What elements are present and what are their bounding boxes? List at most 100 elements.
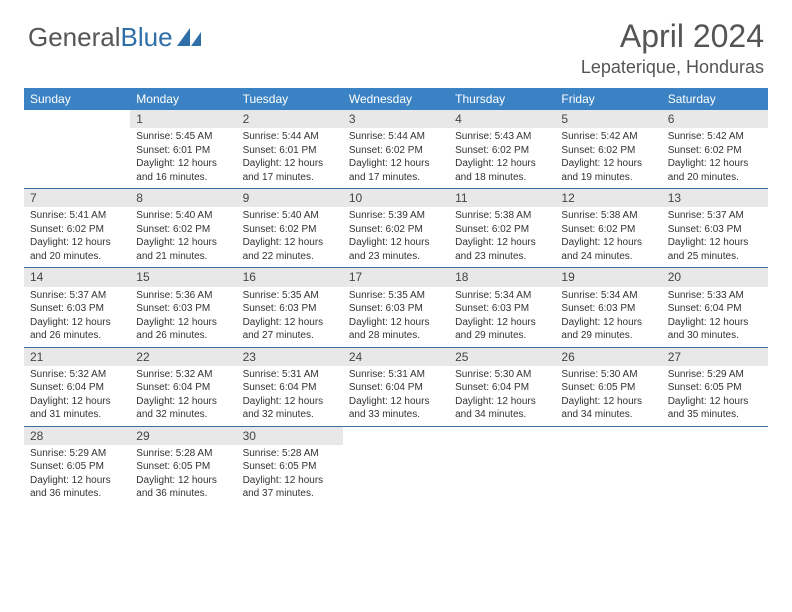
sunrise-line: Sunrise: 5:35 AM [243,289,337,303]
sunset-line: Sunset: 6:04 PM [243,381,337,395]
sunset-line: Sunset: 6:02 PM [668,144,762,158]
calendar-day: 28Sunrise: 5:29 AMSunset: 6:05 PMDayligh… [24,427,130,505]
calendar-day: 29Sunrise: 5:28 AMSunset: 6:05 PMDayligh… [130,427,236,505]
sunrise-line: Sunrise: 5:29 AM [30,447,124,461]
sunset-line: Sunset: 6:03 PM [30,302,124,316]
sunrise-line: Sunrise: 5:42 AM [561,130,655,144]
logo: GeneralBlue [28,18,203,53]
sunset-line: Sunset: 6:05 PM [561,381,655,395]
calendar-day: 25Sunrise: 5:30 AMSunset: 6:04 PMDayligh… [449,348,555,426]
day-details: Sunrise: 5:44 AMSunset: 6:01 PMDaylight:… [237,128,343,188]
sunrise-line: Sunrise: 5:30 AM [561,368,655,382]
calendar-week: 14Sunrise: 5:37 AMSunset: 6:03 PMDayligh… [24,268,768,347]
calendar-day: 16Sunrise: 5:35 AMSunset: 6:03 PMDayligh… [237,268,343,346]
sunrise-line: Sunrise: 5:35 AM [349,289,443,303]
sunset-line: Sunset: 6:02 PM [561,223,655,237]
sunset-line: Sunset: 6:02 PM [455,223,549,237]
daylight-line: Daylight: 12 hours and 35 minutes. [668,395,762,422]
sunset-line: Sunset: 6:02 PM [243,223,337,237]
daylight-line: Daylight: 12 hours and 18 minutes. [455,157,549,184]
daylight-line: Daylight: 12 hours and 28 minutes. [349,316,443,343]
sunrise-line: Sunrise: 5:44 AM [349,130,443,144]
daylight-line: Daylight: 12 hours and 23 minutes. [455,236,549,263]
sunset-line: Sunset: 6:04 PM [136,381,230,395]
calendar-day: 10Sunrise: 5:39 AMSunset: 6:02 PMDayligh… [343,189,449,267]
day-details: Sunrise: 5:39 AMSunset: 6:02 PMDaylight:… [343,207,449,267]
day-number: 22 [130,348,236,366]
calendar-day: 1Sunrise: 5:45 AMSunset: 6:01 PMDaylight… [130,110,236,188]
daylight-line: Daylight: 12 hours and 24 minutes. [561,236,655,263]
daylight-line: Daylight: 12 hours and 20 minutes. [30,236,124,263]
calendar-day: 11Sunrise: 5:38 AMSunset: 6:02 PMDayligh… [449,189,555,267]
calendar-day: 30Sunrise: 5:28 AMSunset: 6:05 PMDayligh… [237,427,343,505]
sunset-line: Sunset: 6:04 PM [455,381,549,395]
day-details: Sunrise: 5:42 AMSunset: 6:02 PMDaylight:… [555,128,661,188]
day-details: Sunrise: 5:32 AMSunset: 6:04 PMDaylight:… [24,366,130,426]
daylight-line: Daylight: 12 hours and 34 minutes. [561,395,655,422]
day-details: Sunrise: 5:38 AMSunset: 6:02 PMDaylight:… [449,207,555,267]
daylight-line: Daylight: 12 hours and 26 minutes. [136,316,230,343]
sunset-line: Sunset: 6:02 PM [561,144,655,158]
daylight-line: Daylight: 12 hours and 32 minutes. [243,395,337,422]
sunrise-line: Sunrise: 5:41 AM [30,209,124,223]
sunrise-line: Sunrise: 5:30 AM [455,368,549,382]
day-number: 13 [662,189,768,207]
day-number: 3 [343,110,449,128]
day-details: Sunrise: 5:29 AMSunset: 6:05 PMDaylight:… [24,445,130,505]
sunset-line: Sunset: 6:03 PM [136,302,230,316]
sunrise-line: Sunrise: 5:37 AM [30,289,124,303]
calendar: SundayMondayTuesdayWednesdayThursdayFrid… [24,88,768,505]
day-number: 29 [130,427,236,445]
day-of-week-row: SundayMondayTuesdayWednesdayThursdayFrid… [24,88,768,110]
day-details: Sunrise: 5:28 AMSunset: 6:05 PMDaylight:… [237,445,343,505]
day-details: Sunrise: 5:30 AMSunset: 6:05 PMDaylight:… [555,366,661,426]
calendar-day: 23Sunrise: 5:31 AMSunset: 6:04 PMDayligh… [237,348,343,426]
weeks-container: 1Sunrise: 5:45 AMSunset: 6:01 PMDaylight… [24,110,768,505]
day-details: Sunrise: 5:32 AMSunset: 6:04 PMDaylight:… [130,366,236,426]
calendar-day: 27Sunrise: 5:29 AMSunset: 6:05 PMDayligh… [662,348,768,426]
sunset-line: Sunset: 6:02 PM [136,223,230,237]
daylight-line: Daylight: 12 hours and 29 minutes. [455,316,549,343]
calendar-day: 19Sunrise: 5:34 AMSunset: 6:03 PMDayligh… [555,268,661,346]
sunset-line: Sunset: 6:05 PM [136,460,230,474]
sunrise-line: Sunrise: 5:38 AM [561,209,655,223]
day-number: 21 [24,348,130,366]
sunrise-line: Sunrise: 5:29 AM [668,368,762,382]
day-number: 5 [555,110,661,128]
daylight-line: Daylight: 12 hours and 19 minutes. [561,157,655,184]
day-details: Sunrise: 5:31 AMSunset: 6:04 PMDaylight:… [343,366,449,426]
day-of-week-header: Sunday [24,88,130,110]
day-number: 4 [449,110,555,128]
calendar-empty [662,427,768,505]
day-details: Sunrise: 5:45 AMSunset: 6:01 PMDaylight:… [130,128,236,188]
daylight-line: Daylight: 12 hours and 16 minutes. [136,157,230,184]
month-title: April 2024 [581,18,764,55]
day-details: Sunrise: 5:34 AMSunset: 6:03 PMDaylight:… [555,287,661,347]
calendar-day: 18Sunrise: 5:34 AMSunset: 6:03 PMDayligh… [449,268,555,346]
calendar-day: 12Sunrise: 5:38 AMSunset: 6:02 PMDayligh… [555,189,661,267]
calendar-empty [449,427,555,505]
calendar-day: 2Sunrise: 5:44 AMSunset: 6:01 PMDaylight… [237,110,343,188]
sunset-line: Sunset: 6:03 PM [668,223,762,237]
daylight-line: Daylight: 12 hours and 36 minutes. [30,474,124,501]
sunrise-line: Sunrise: 5:40 AM [243,209,337,223]
sunset-line: Sunset: 6:02 PM [455,144,549,158]
day-number: 17 [343,268,449,286]
logo-sail-icon [177,28,203,48]
sunrise-line: Sunrise: 5:28 AM [243,447,337,461]
sunset-line: Sunset: 6:05 PM [243,460,337,474]
day-number: 30 [237,427,343,445]
daylight-line: Daylight: 12 hours and 32 minutes. [136,395,230,422]
day-number: 25 [449,348,555,366]
day-of-week-header: Tuesday [237,88,343,110]
calendar-day: 8Sunrise: 5:40 AMSunset: 6:02 PMDaylight… [130,189,236,267]
sunset-line: Sunset: 6:03 PM [561,302,655,316]
day-details: Sunrise: 5:30 AMSunset: 6:04 PMDaylight:… [449,366,555,426]
calendar-empty [555,427,661,505]
sunset-line: Sunset: 6:01 PM [243,144,337,158]
day-number: 2 [237,110,343,128]
calendar-day: 5Sunrise: 5:42 AMSunset: 6:02 PMDaylight… [555,110,661,188]
sunset-line: Sunset: 6:02 PM [30,223,124,237]
calendar-day: 21Sunrise: 5:32 AMSunset: 6:04 PMDayligh… [24,348,130,426]
day-details: Sunrise: 5:40 AMSunset: 6:02 PMDaylight:… [237,207,343,267]
